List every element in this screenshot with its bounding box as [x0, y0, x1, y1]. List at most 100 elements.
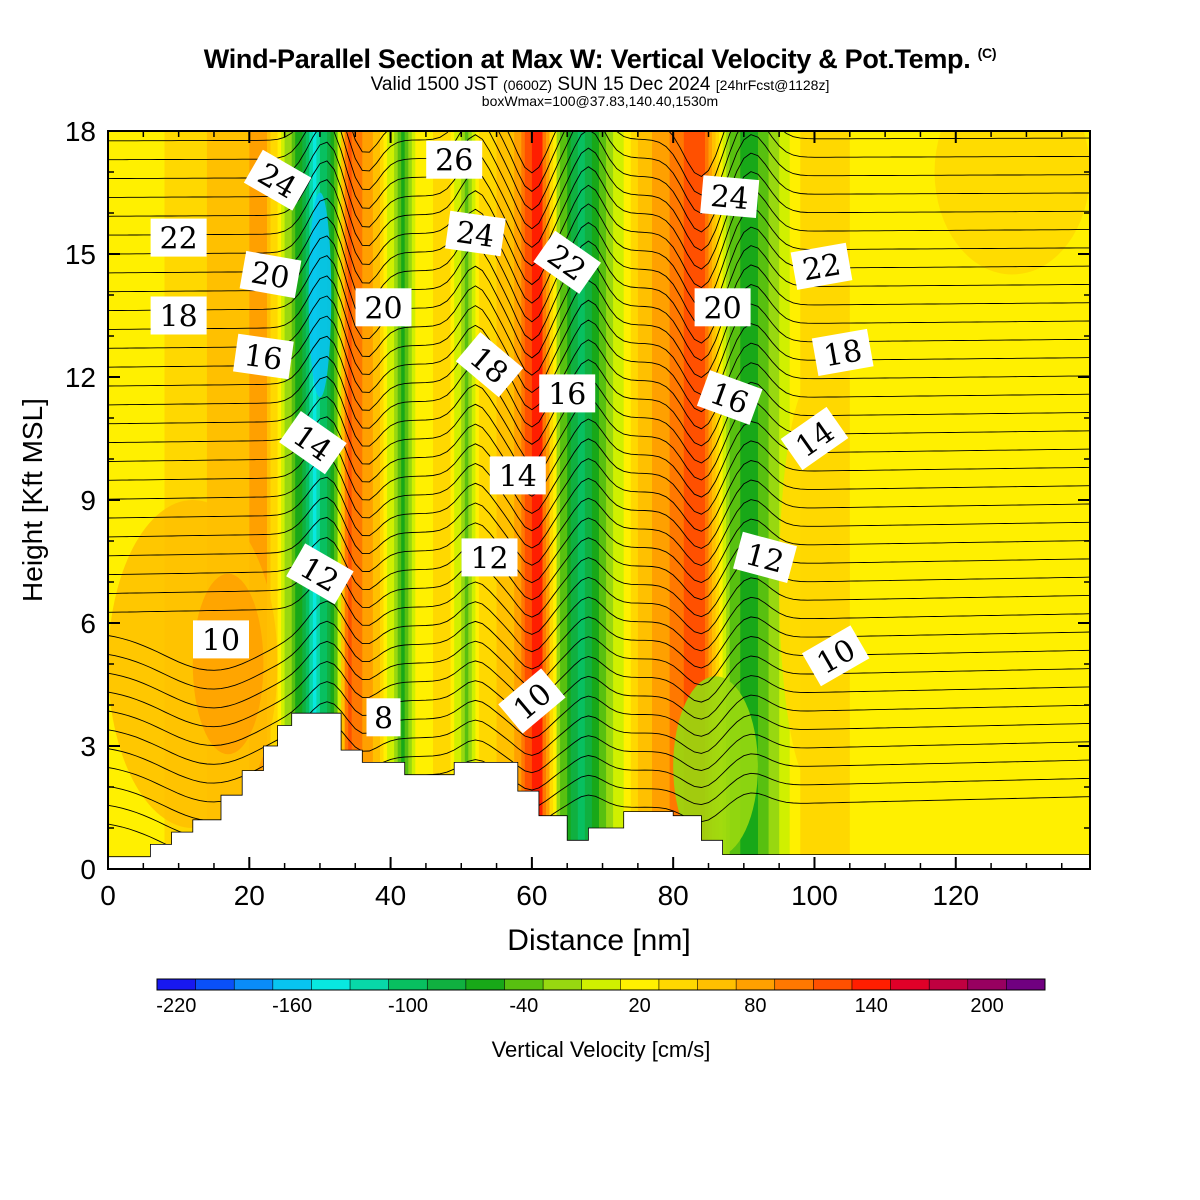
- contour-label-text: 18: [160, 300, 198, 335]
- velocity-cell: [348, 131, 353, 869]
- velocity-cell: [549, 131, 554, 869]
- velocity-cell: [531, 131, 536, 869]
- velocity-cell: [415, 131, 420, 869]
- velocity-cell: [312, 131, 317, 869]
- velocity-cell: [673, 131, 678, 869]
- velocity-cell: [895, 131, 900, 869]
- velocity-cell: [210, 131, 215, 869]
- velocity-cell: [189, 131, 194, 869]
- velocity-cell: [736, 131, 741, 869]
- velocity-cell: [122, 131, 127, 869]
- valid-main: Valid 1500 JST: [370, 74, 498, 95]
- axes: 0 20 40 60 80 100 120 0 3 6 9 12 15 18 Distance [nm] He…: [17, 116, 1090, 957]
- velocity-cell: [390, 131, 395, 869]
- velocity-cell: [319, 131, 324, 869]
- theta-contour: [108, 694, 1090, 765]
- velocity-cell: [591, 131, 596, 869]
- contour-label: 26: [426, 140, 483, 179]
- velocity-cell: [1015, 131, 1020, 869]
- velocity-cell: [595, 131, 600, 869]
- velocity-cell: [712, 131, 717, 869]
- velocity-cell: [259, 131, 264, 869]
- velocity-cell: [118, 131, 123, 869]
- contour-label: 8: [366, 698, 401, 737]
- forecast-info: [24hrFcst@1128z]: [715, 77, 830, 93]
- colorbar-swatch: [427, 979, 467, 990]
- contour-label-text: 10: [202, 623, 240, 658]
- contour-label-bg: [193, 620, 249, 659]
- velocity-cell: [934, 131, 939, 869]
- velocity-cell: [1019, 131, 1024, 869]
- velocity-cell: [644, 131, 649, 869]
- velocity-cell: [507, 131, 512, 869]
- contour-label: 18: [455, 332, 524, 398]
- velocity-cell: [697, 131, 702, 869]
- velocity-cell: [274, 131, 279, 869]
- contour-label-bg: [243, 149, 312, 211]
- contour-label-bg: [733, 531, 797, 583]
- velocity-cell: [461, 131, 466, 869]
- contour-label: 14: [489, 456, 546, 495]
- velocity-cell: [206, 131, 211, 869]
- velocity-cell: [521, 131, 526, 869]
- x-tick-label: 40: [375, 880, 406, 911]
- velocity-cell: [740, 131, 745, 869]
- velocity-cell: [853, 131, 858, 869]
- velocity-cell: [291, 131, 296, 869]
- velocity-cell: [252, 131, 257, 869]
- theta-contour: [108, 576, 1090, 635]
- velocity-cell: [959, 131, 964, 869]
- velocity-cell: [284, 131, 289, 869]
- velocity-cell: [743, 131, 748, 869]
- x-tick-label: 0: [100, 880, 116, 911]
- velocity-cell: [623, 131, 628, 869]
- velocity-cell: [1075, 131, 1080, 869]
- velocity-cell: [659, 131, 664, 869]
- velocity-cell: [376, 131, 381, 869]
- contour-label-bg: [694, 288, 751, 327]
- contour-label-bg: [461, 538, 518, 577]
- velocity-cell: [768, 131, 773, 869]
- y-tick-label: 12: [65, 362, 96, 393]
- valid-utc: (0600Z): [503, 77, 553, 93]
- velocity-cell: [337, 131, 342, 869]
- velocity-cell: [878, 131, 883, 869]
- theta-contour: [108, 496, 1090, 566]
- colorbar-swatch: [697, 979, 737, 990]
- velocity-cell: [892, 131, 897, 869]
- contour-label-bg: [150, 296, 207, 335]
- velocity-cell: [256, 131, 261, 869]
- colorbar-swatch: [736, 979, 776, 990]
- velocity-cell: [528, 131, 533, 869]
- velocity-cell: [627, 131, 632, 869]
- velocity-cell: [715, 131, 720, 869]
- velocity-cell: [652, 131, 657, 869]
- theta-contour: [108, 416, 1090, 498]
- colorbar-tick-label: 200: [970, 995, 1003, 1017]
- velocity-cell: [729, 131, 734, 869]
- velocity-cell: [1068, 131, 1073, 869]
- velocity-cell: [383, 131, 388, 869]
- colorbar-swatch: [581, 979, 621, 990]
- velocity-cell: [694, 131, 699, 869]
- contour-label: 10: [801, 625, 870, 687]
- velocity-cell: [1033, 131, 1038, 869]
- velocity-cell: [722, 131, 727, 869]
- velocity-cell: [998, 131, 1003, 869]
- valid-date: SUN 15 Dec 2024: [557, 74, 711, 95]
- colorbar-swatch: [1006, 979, 1046, 990]
- contour-label-bg: [790, 242, 853, 290]
- velocity-cell: [478, 131, 483, 869]
- colorbar-swatch: [967, 979, 1007, 990]
- velocity-cell: [690, 131, 695, 869]
- velocity-cell: [761, 131, 766, 869]
- contour-label-text: 8: [374, 701, 393, 736]
- contour-label: 20: [239, 250, 302, 299]
- velocity-cell: [316, 131, 321, 869]
- velocity-cell: [178, 131, 183, 869]
- contour-label-bg: [489, 456, 546, 495]
- boxwmax-text: boxWmax=100@37.83,140.40,1530m: [481, 93, 719, 109]
- velocity-cell: [323, 131, 328, 869]
- velocity-cell: [733, 131, 738, 869]
